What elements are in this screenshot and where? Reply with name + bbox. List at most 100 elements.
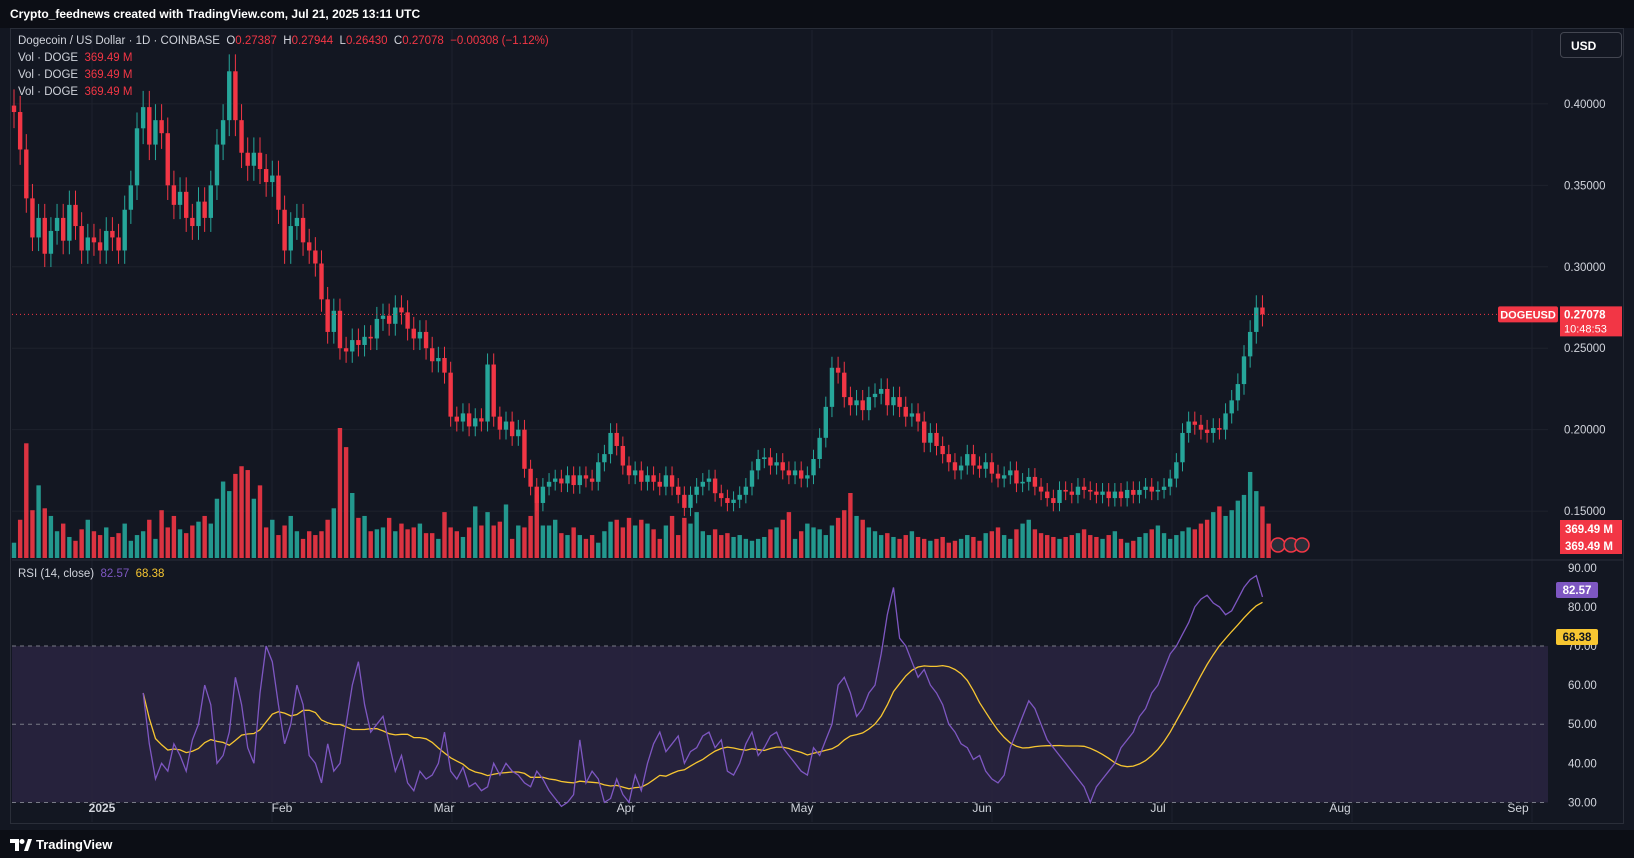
close-label: C — [393, 35, 403, 47]
volume-bar — [848, 493, 853, 558]
volume-bar — [147, 519, 152, 558]
volume-bar — [743, 538, 749, 558]
high-value: 0.27944 — [291, 35, 334, 47]
volume-bar — [202, 515, 207, 558]
volume-bar — [257, 485, 263, 558]
volume-bar — [946, 542, 951, 558]
event-flag-icon — [1294, 537, 1310, 553]
volume-bar — [1161, 533, 1167, 558]
candle — [823, 406, 828, 438]
volume-bar — [700, 531, 705, 558]
candle — [17, 112, 23, 150]
candle — [1051, 498, 1056, 503]
volume-bar — [971, 536, 976, 558]
candle — [559, 478, 564, 484]
candle — [54, 217, 60, 231]
candle — [940, 445, 945, 455]
volume-label: Vol · DOGE — [18, 86, 79, 98]
volume-label: Vol · DOGE — [18, 69, 79, 81]
candle — [626, 465, 632, 476]
rsi-tick-label: 40.00 — [1568, 758, 1597, 770]
candle — [1223, 413, 1228, 430]
volume-bar — [762, 536, 767, 558]
candle — [639, 470, 644, 482]
volume-bar — [663, 525, 669, 558]
volume-bar — [423, 533, 429, 558]
volume-bar — [430, 533, 435, 558]
volume-bar — [466, 527, 472, 558]
volume-legend-3: Vol · DOGE 369.49 M — [18, 86, 132, 98]
candle — [903, 406, 908, 417]
volume-bar — [307, 531, 312, 558]
volume-bar — [405, 529, 410, 558]
candle — [780, 462, 785, 471]
volume-bar — [184, 533, 189, 558]
candle — [1211, 428, 1216, 433]
candle — [676, 486, 681, 495]
volume-bar — [233, 473, 238, 558]
candle — [965, 454, 970, 466]
volume-bar — [1229, 510, 1234, 558]
candle — [897, 397, 902, 407]
volume-bar — [374, 529, 380, 558]
volume-bar — [854, 515, 859, 558]
volume-bar — [42, 508, 47, 558]
candle — [362, 336, 367, 345]
candle — [522, 429, 527, 469]
volume-bar — [749, 540, 755, 558]
volume-bar — [903, 535, 908, 558]
price-tick-label: 0.40000 — [1564, 99, 1606, 111]
candle — [442, 358, 447, 373]
volume-bar — [1001, 535, 1007, 558]
candle — [842, 372, 847, 398]
volume-bar — [97, 535, 103, 558]
currency-button[interactable]: USD — [1560, 32, 1622, 58]
candle — [159, 120, 164, 134]
volume-legend-2: Vol · DOGE 369.49 M — [18, 69, 132, 81]
candle — [1260, 307, 1265, 315]
tradingview-logo[interactable]: TradingView — [10, 837, 112, 852]
volume-bar — [1217, 506, 1222, 558]
candle — [11, 105, 17, 113]
candle — [829, 367, 835, 407]
candle — [565, 475, 570, 484]
volume-bar — [448, 527, 453, 558]
candle — [337, 310, 343, 349]
candle — [479, 418, 484, 422]
volume-bar — [350, 493, 355, 558]
candle — [134, 128, 140, 186]
candle — [1020, 481, 1025, 484]
candle — [817, 437, 822, 459]
candle — [1198, 424, 1204, 430]
volume-bar — [878, 535, 884, 558]
volume-bar — [1032, 529, 1038, 558]
candle — [872, 393, 878, 398]
candle — [331, 310, 336, 332]
candle — [792, 470, 798, 476]
candle — [436, 358, 441, 362]
candle — [1038, 486, 1044, 492]
volume-bar — [534, 494, 539, 558]
candle — [811, 459, 816, 476]
volume-bar — [325, 519, 330, 558]
candle — [1192, 421, 1197, 425]
candle — [1186, 421, 1191, 433]
volume-bar — [1112, 531, 1118, 558]
candle — [288, 226, 293, 251]
volume-bar — [731, 536, 736, 558]
x-tick-label: Mar — [434, 801, 455, 815]
candle — [731, 499, 736, 503]
candle — [1235, 384, 1241, 401]
candle — [165, 133, 170, 186]
volume-bar — [583, 538, 589, 558]
volume-tag: 369.49 M — [1565, 524, 1613, 536]
volume-bar — [1223, 515, 1228, 558]
candle — [651, 475, 656, 482]
candle — [1069, 491, 1074, 495]
volume-bar — [177, 529, 183, 558]
candle — [688, 494, 693, 508]
candle — [725, 498, 730, 503]
volume-bar — [276, 535, 281, 558]
volume-bar — [436, 538, 441, 558]
